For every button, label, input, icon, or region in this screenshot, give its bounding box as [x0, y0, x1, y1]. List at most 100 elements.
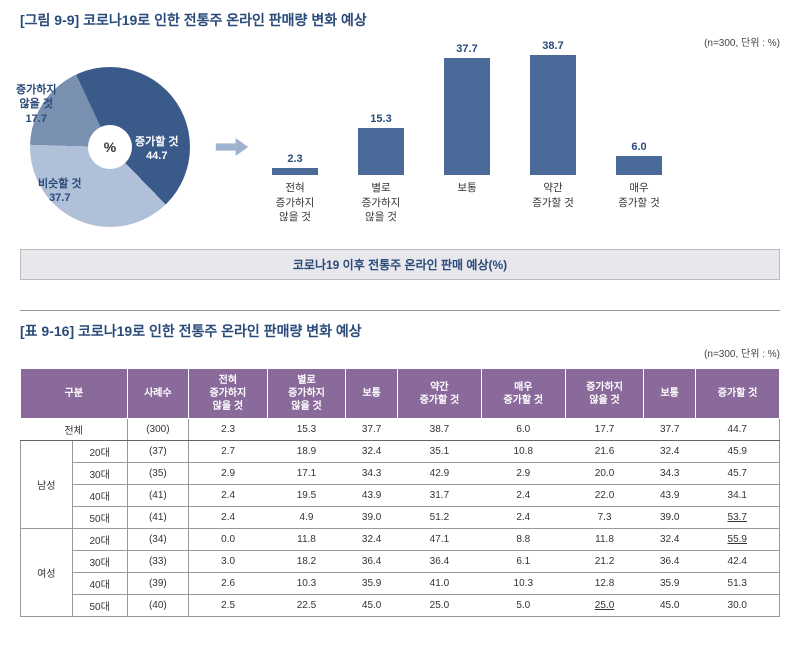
table-cell: (300) — [127, 419, 188, 441]
table-cell: 45.7 — [696, 463, 780, 485]
table-header: 사례수 — [127, 369, 188, 419]
pie-slice-label: 증가할 것44.7 — [135, 135, 179, 164]
table-row: 40대(41)2.419.543.931.72.422.043.934.1 — [21, 485, 780, 507]
bar-item: 37.7 보통 — [436, 43, 498, 223]
table-header: 증가할 것 — [696, 369, 780, 419]
table-cell: 10.3 — [481, 573, 565, 595]
data-table: 구분사례수전혀증가하지않을 것별로증가하지않을 것보통약간증가할 것매우증가할 … — [20, 368, 780, 617]
table-row: 남성20대(37)2.718.932.435.110.821.632.445.9 — [21, 441, 780, 463]
table-row: 50대(41)2.44.939.051.22.47.339.053.7 — [21, 507, 780, 529]
table-cell: 38.7 — [397, 419, 481, 441]
bar-item: 6.0매우증가할 것 — [608, 141, 670, 223]
bar-value: 37.7 — [456, 43, 477, 55]
pie-chart: % 증가할 것44.7비슷할 것37.7증가하지않을 것17.7 — [20, 57, 200, 237]
table-row: 여성20대(34)0.011.832.447.18.811.832.455.9 — [21, 529, 780, 551]
chart-row: % 증가할 것44.7비슷할 것37.7증가하지않을 것17.7 2.3전혀증가… — [20, 57, 780, 237]
figure-title: [그림 9-9] 코로나19로 인한 전통주 온라인 판매량 변화 예상 — [20, 10, 780, 30]
table-header: 구분 — [21, 369, 128, 419]
table-cell: 40대 — [72, 573, 127, 595]
group-label: 여성 — [21, 529, 73, 617]
table-cell: (37) — [127, 441, 188, 463]
table-subtitle: (n=300, 단위 : %) — [20, 345, 780, 360]
bar-label: 보통 — [457, 181, 476, 223]
table-cell: 20.0 — [565, 463, 644, 485]
table-cell: 2.9 — [481, 463, 565, 485]
bar-label: 전혀증가하지않을 것 — [276, 181, 315, 223]
table-cell: 2.5 — [189, 595, 268, 617]
table-cell: 3.0 — [189, 551, 268, 573]
table-cell: 36.4 — [644, 551, 696, 573]
table-cell: 5.0 — [481, 595, 565, 617]
table-cell: 40대 — [72, 485, 127, 507]
table-cell: 2.9 — [189, 463, 268, 485]
table-cell: 2.6 — [189, 573, 268, 595]
bar — [616, 156, 662, 175]
table-row: 30대(33)3.018.236.436.46.121.236.442.4 — [21, 551, 780, 573]
table-cell: (33) — [127, 551, 188, 573]
pie-center-label: % — [88, 125, 132, 169]
table-cell: 31.7 — [397, 485, 481, 507]
table-cell: 51.2 — [397, 507, 481, 529]
table-cell: 21.6 — [565, 441, 644, 463]
table-cell: (41) — [127, 507, 188, 529]
table-header: 보통 — [346, 369, 398, 419]
table-cell: 4.9 — [267, 507, 346, 529]
table-cell: 37.7 — [644, 419, 696, 441]
table-header: 증가하지않을 것 — [565, 369, 644, 419]
table-cell: 50대 — [72, 595, 127, 617]
bar-item: 2.3 전혀증가하지않을 것 — [264, 153, 326, 223]
table-cell: (39) — [127, 573, 188, 595]
table-title: [표 9-16] 코로나19로 인한 전통주 온라인 판매량 변화 예상 — [20, 321, 780, 341]
table-cell: 53.7 — [696, 507, 780, 529]
table-cell: (40) — [127, 595, 188, 617]
bar-label: 별로증가하지않을 것 — [362, 181, 401, 223]
figure-subtitle: (n=300, 단위 : %) — [20, 34, 780, 49]
table-header: 매우증가할 것 — [481, 369, 565, 419]
table-cell: 43.9 — [644, 485, 696, 507]
table-header: 별로증가하지않을 것 — [267, 369, 346, 419]
table-cell: 21.2 — [565, 551, 644, 573]
table-cell: 34.3 — [346, 463, 398, 485]
table-cell: 50대 — [72, 507, 127, 529]
table-cell: 19.5 — [267, 485, 346, 507]
table-cell: 30대 — [72, 551, 127, 573]
table-cell: 30대 — [72, 463, 127, 485]
table-cell: 32.4 — [346, 529, 398, 551]
table-cell: 10.8 — [481, 441, 565, 463]
table-cell: 30.0 — [696, 595, 780, 617]
table-cell: 45.0 — [346, 595, 398, 617]
table-cell: 2.4 — [481, 485, 565, 507]
table-cell: 43.9 — [346, 485, 398, 507]
table-cell: 6.0 — [481, 419, 565, 441]
table-cell: 37.7 — [346, 419, 398, 441]
chart-caption: 코로나19 이후 전통주 온라인 판매 예상(%) — [20, 249, 780, 280]
bar — [358, 128, 404, 175]
table-cell: 10.3 — [267, 573, 346, 595]
table-cell: 44.7 — [696, 419, 780, 441]
table-cell: 36.4 — [397, 551, 481, 573]
bar-label: 약간증가할 것 — [532, 181, 574, 223]
bar-chart: 2.3전혀증가하지않을 것15.3별로증가하지않을 것37.7보통38.7약간증… — [264, 67, 780, 227]
table-cell: 45.0 — [644, 595, 696, 617]
table-row: 40대(39)2.610.335.941.010.312.835.951.3 — [21, 573, 780, 595]
table-cell: 42.4 — [696, 551, 780, 573]
figure-section: [그림 9-9] 코로나19로 인한 전통주 온라인 판매량 변화 예상 (n=… — [0, 0, 800, 290]
pie-slice-label: 비슷할 것37.7 — [38, 177, 82, 206]
table-cell: 41.0 — [397, 573, 481, 595]
table-cell: 17.7 — [565, 419, 644, 441]
table-cell: 2.3 — [189, 419, 268, 441]
table-cell: 22.0 — [565, 485, 644, 507]
table-cell: 11.8 — [565, 529, 644, 551]
table-cell: 22.5 — [267, 595, 346, 617]
bar-value: 6.0 — [631, 141, 646, 153]
bar-value: 38.7 — [542, 40, 563, 52]
table-cell: 18.9 — [267, 441, 346, 463]
bar-value: 2.3 — [287, 153, 302, 165]
table-cell: (34) — [127, 529, 188, 551]
table-cell: 11.8 — [267, 529, 346, 551]
table-section: [표 9-16] 코로나19로 인한 전통주 온라인 판매량 변화 예상 (n=… — [0, 311, 800, 627]
bar — [530, 55, 576, 175]
table-cell: 35.1 — [397, 441, 481, 463]
bar — [272, 168, 318, 175]
arrow-icon — [214, 129, 250, 165]
